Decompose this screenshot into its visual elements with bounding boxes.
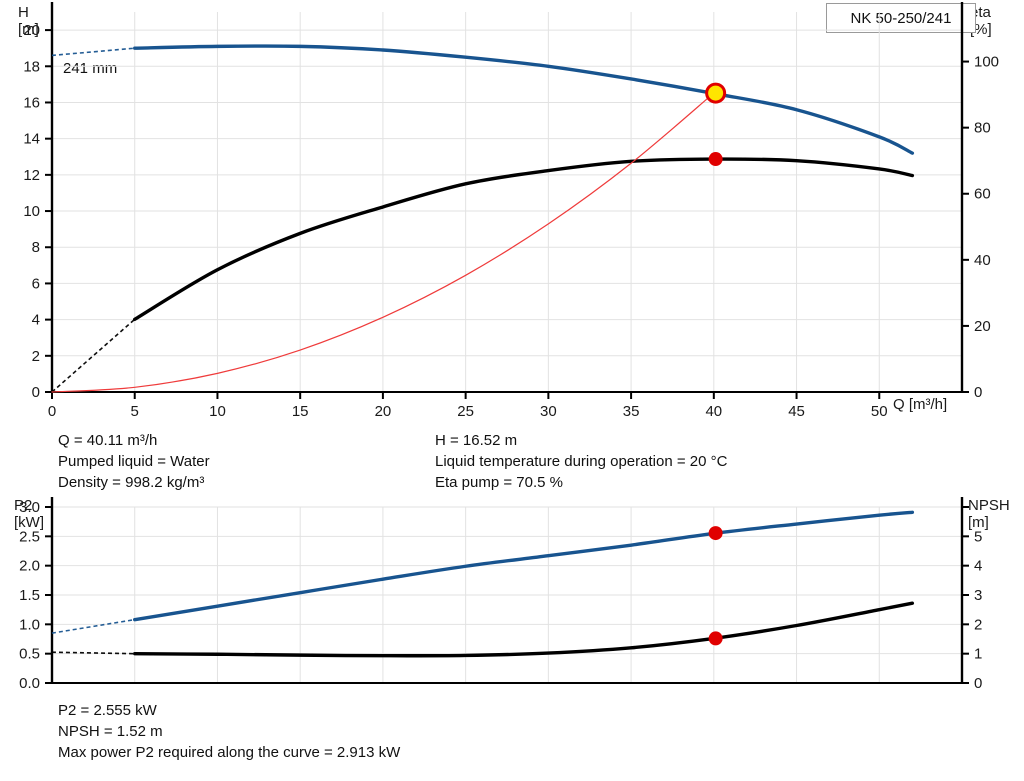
curve-h: [133, 44, 915, 155]
tick-label-left: 10: [23, 203, 40, 220]
tick-label-x: 35: [623, 403, 640, 420]
info-block-bottom: P2 = 2.555 kW NPSH = 1.52 m Max power P2…: [58, 700, 400, 763]
tick-label-left: 20: [23, 22, 40, 39]
tick-label-left: 0.5: [19, 646, 40, 663]
bottom-right-axis-title-line1: NPSH: [968, 497, 1010, 514]
curve-dashed-extension: [51, 318, 136, 393]
tick-label-x: 10: [209, 403, 226, 420]
power-npsh-plot: 0.0 0.5 1.0 1.5 2.0 2.5 3.0 0 1 2 3 4 5: [19, 497, 982, 692]
tick-label-left: 1.0: [19, 616, 40, 633]
tick-label-left: 0: [32, 384, 40, 401]
tick-label-left: 8: [32, 239, 40, 256]
info-power-p2: P2 = 2.555 kW: [58, 702, 157, 719]
tick-label-right: 0: [974, 675, 982, 692]
info-pumped-liquid: Pumped liquid = Water: [58, 453, 210, 470]
tick-label-right: 80: [974, 120, 991, 137]
tick-label-right: 100: [974, 54, 999, 71]
tick-label-right: 2: [974, 616, 982, 633]
tick-label-left: 6: [32, 275, 40, 292]
bottom-right-axis-title-line2: [m]: [968, 514, 989, 532]
curve-eta: [133, 157, 915, 321]
tick-label-x: 25: [457, 403, 474, 420]
duty-point-power: [708, 526, 723, 541]
info-liquid-temperature: Liquid temperature during operation = 20…: [435, 453, 728, 470]
info-block-top-col1: Q = 40.11 m³/h Pumped liquid = Water Den…: [58, 430, 210, 493]
curve-npsh: [133, 601, 915, 658]
tick-label-left: 2.5: [19, 528, 40, 545]
tick-label-right: 1: [974, 646, 982, 663]
top-left-axis-title-line1: H: [18, 4, 29, 21]
info-eta-pump: Eta pump = 70.5 %: [435, 474, 563, 491]
tick-label-x: 15: [292, 403, 309, 420]
curve-dashed-extension: [51, 618, 135, 634]
tick-label-right: 0: [974, 384, 982, 401]
bottom-right-axis-title: NPSH [m]: [968, 497, 1010, 532]
tick-label-left: 2.0: [19, 558, 40, 575]
model-legend-box: NK 50-250/241: [826, 3, 976, 33]
tick-label-right: 20: [974, 318, 991, 335]
impeller-diameter-label: 241 mm: [63, 60, 118, 77]
bottom-left-axis-title-line2: [kW]: [14, 514, 44, 532]
tick-label-right: 40: [974, 252, 991, 269]
duty-point-head: [705, 82, 727, 104]
top-left-axis-title-line2: [m]: [18, 21, 39, 39]
info-flow-rate: Q = 40.11 m³/h: [58, 432, 158, 449]
power-npsh-chart: P2 [kW] NPSH [m] 0.0 0.5 1.0 1.5 2.0 2.5 3.0 0 1…: [0, 495, 1024, 695]
head-efficiency-plot: 0 2 4 6 8 10 12 14 16 18 20 0 20 40 60 80 100 0 5 10 15 20 25 3…: [23, 2, 999, 420]
tick-label-left: 12: [23, 167, 40, 184]
info-npsh: NPSH = 1.52 m: [58, 723, 163, 740]
tick-label-x: 40: [705, 403, 722, 420]
curve-system: [51, 92, 715, 393]
head-efficiency-chart: H [m] eta [%] Q [m³/h] NK 50-250/241 241…: [18, 2, 999, 420]
tick-label-x: 50: [871, 403, 888, 420]
tick-label-x: 45: [788, 403, 805, 420]
tick-label-left: 18: [23, 58, 40, 75]
info-head: H = 16.52 m: [435, 432, 518, 449]
tick-label-left: 14: [23, 131, 40, 148]
duty-point-eta: [708, 152, 723, 167]
tick-label-left: 0.0: [19, 675, 40, 692]
bottom-left-axis-title: P2 [kW]: [14, 497, 44, 532]
tick-label-right: 3: [974, 587, 982, 604]
tick-label-left: 16: [23, 94, 40, 111]
tick-label-right: 4: [974, 558, 982, 575]
tick-label-left: 2: [32, 348, 40, 365]
tick-label-x: 30: [540, 403, 557, 420]
top-x-axis-title: Q [m³/h]: [893, 396, 948, 413]
model-legend-label: NK 50-250/241: [850, 9, 952, 27]
tick-label-x: 0: [48, 403, 56, 420]
bottom-left-axis-title-line1: P2: [14, 497, 33, 514]
tick-label-left: 1.5: [19, 587, 40, 604]
info-density: Density = 998.2 kg/m³: [58, 474, 205, 491]
info-max-power: Max power P2 required along the curve = …: [58, 744, 401, 761]
duty-point-npsh: [708, 631, 723, 646]
top-left-axis-title: H [m]: [18, 4, 39, 39]
tick-label-x: 5: [131, 403, 139, 420]
curve-dashed-extension: [51, 651, 135, 655]
tick-label-left: 4: [32, 312, 40, 329]
tick-label-right: 5: [974, 528, 982, 545]
curve-p2: [133, 510, 915, 622]
tick-label-left: 3.0: [19, 499, 40, 516]
tick-label-right: 60: [974, 186, 991, 203]
info-block-top-col2: H = 16.52 m Liquid temperature during op…: [435, 430, 727, 493]
tick-label-x: 20: [375, 403, 392, 420]
curve-dashed-extension: [51, 47, 135, 57]
